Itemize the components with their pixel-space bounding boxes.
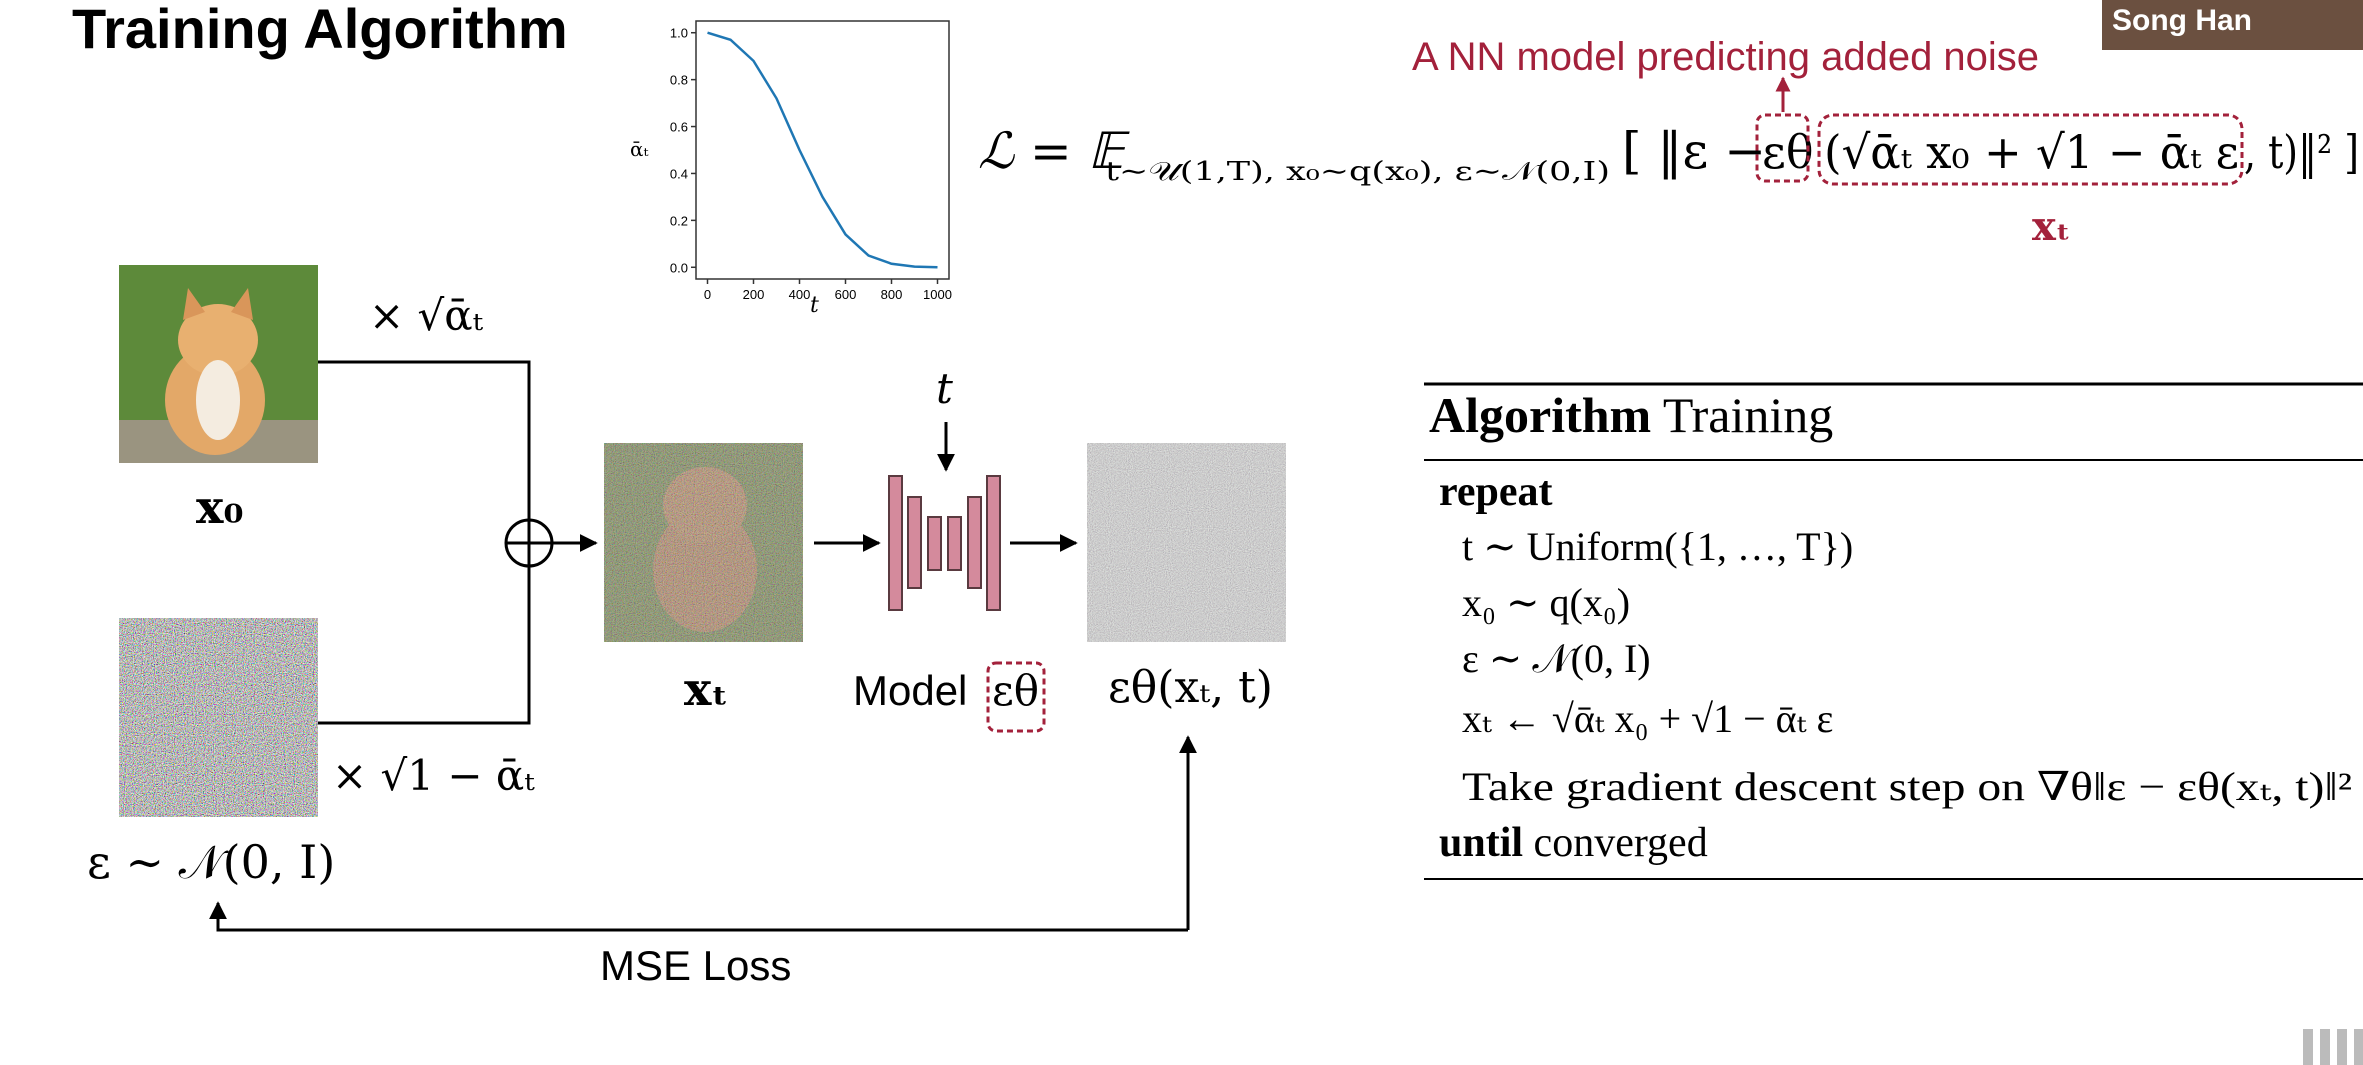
x-tick-label: 600 [835,287,857,302]
loss-model: εθ [1762,125,1814,179]
algorithm-line: x₀ ∼ q(x₀) [1462,580,1630,625]
y-tick-label: 0.2 [670,213,688,228]
annotation: A NN model predicting added noise [1412,35,2039,79]
y-tick-label: 0.6 [670,120,688,135]
x0-label: x₀ [196,480,244,534]
x-tick-label: 0 [704,287,711,302]
connector [318,360,531,520]
x-tick-label: 1000 [923,287,952,302]
algorithm-name: Training [1663,387,1833,443]
algorithm-line: t ∼ Uniform({1, …, T}) [1462,524,1853,569]
model-symbol: εθ [992,666,1039,715]
x-tick-label: 800 [881,287,903,302]
schedule-curve [707,31,938,269]
output-label: εθ(xₜ, t) [1108,662,1273,713]
algorithm-lines: t ∼ Uniform({1, …, T}) x₀ ∼ q(x₀) ε ∼ 𝒩(0,… [1462,524,2352,809]
plot-y-label: ᾱₜ [630,137,649,161]
y-tick-label: 0.4 [670,166,688,181]
noise-label: ε ∼ 𝒩(0, I) [87,835,335,889]
unet-model [888,475,1001,611]
plot-frame [695,20,950,280]
connector [318,566,531,725]
algorithm-keyword: repeat [1439,469,1553,515]
algorithm-keyword: Algorithm [1429,387,1651,443]
algorithm-line: ε ∼ 𝒩(0, I) [1462,636,1651,681]
loss-lhs: ℒ = 𝔼 [978,122,1130,180]
sum-node-cross [506,520,552,566]
loss-open: [ ‖ε − [1622,122,1766,180]
x-tick-label: 400 [789,287,811,302]
loss-label: MSE Loss [600,942,791,989]
loss-close: , t)‖² ] [2244,125,2359,179]
clean-image [119,265,318,463]
schedule-plot: ᾱₜ t 0.0 0.2 0.4 0.6 0.8 1.0 0 200 400 600 800 1000 [630,20,952,318]
title: Training Algorithm [72,0,568,60]
algorithm-line: xₜ ← √ᾱₜ x₀ + √1 − ᾱₜ ε [1462,696,1833,741]
algorithm-text: converged [1534,820,1708,866]
loss-expectation: t∼𝒰(1,T), x₀∼q(x₀), ε∼𝒩(0,I) [1105,157,1610,187]
algorithm-keyword: until [1439,820,1523,866]
plot-x-label: t [810,293,819,318]
predicted-noise-image [1087,443,1286,642]
noise-image [119,618,318,817]
x-tick-label: 200 [743,287,765,302]
scale-clean: × √ᾱₜ [369,291,484,340]
loss-arrow [209,901,1188,932]
presenter-name: Song Han [2112,4,2252,37]
model-label: Model [853,667,967,714]
algorithm-line: Take gradient descent step on ∇θ‖ε − εθ(… [1462,764,2352,809]
noisy-image [604,443,803,642]
input-label: xₜ [2032,203,2071,250]
presenter-video [2102,0,2363,50]
algorithm-end: until converged [1439,820,1708,866]
y-tick-label: 0.0 [670,260,688,275]
corner-icon [2303,1029,2363,1065]
model-highlight [986,661,1046,733]
y-tick-label: 1.0 [670,26,688,41]
scale-noise: × √1 − ᾱₜ [332,751,535,800]
model-highlight [1755,113,1810,183]
algorithm-header: Algorithm Training [1429,387,1833,443]
xt-label: xₜ [684,662,728,716]
loss-input: (√ᾱₜ x₀ + √1 − ᾱₜ ε [1824,125,2239,179]
time-label: t [936,364,953,413]
y-tick-label: 0.8 [670,73,688,88]
